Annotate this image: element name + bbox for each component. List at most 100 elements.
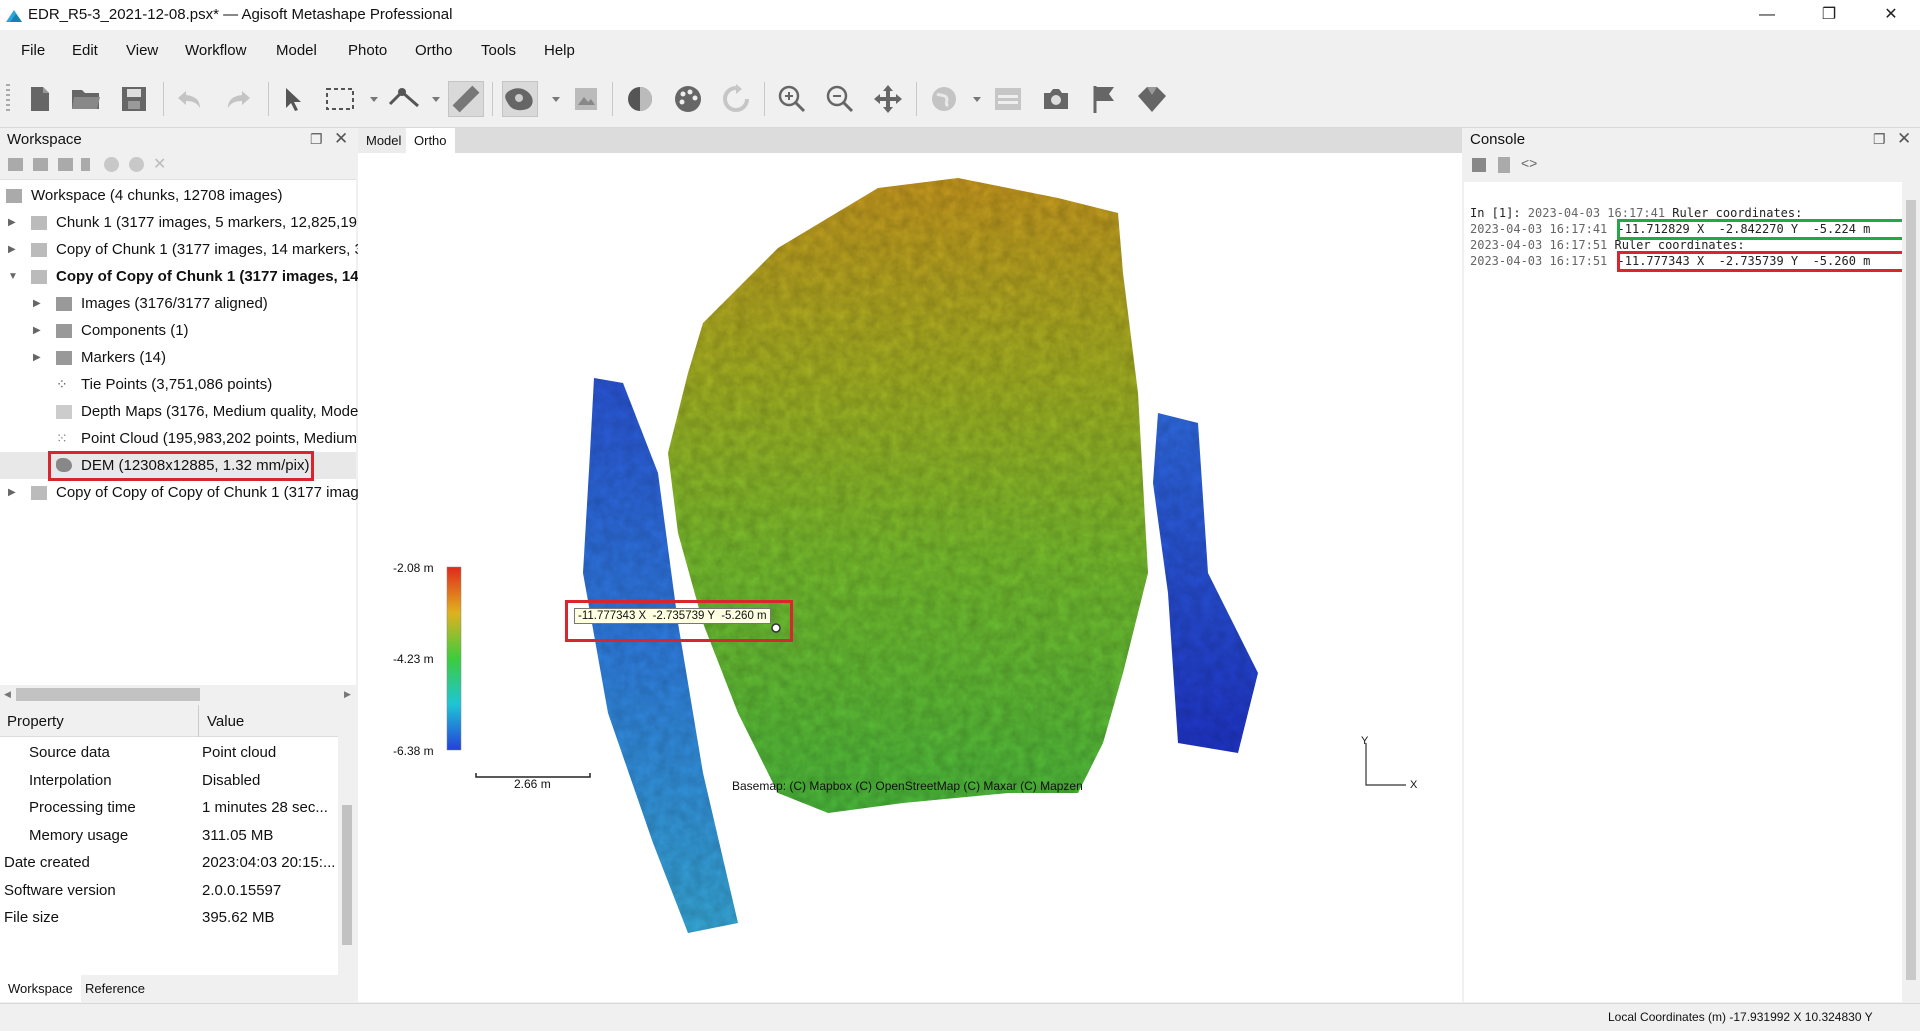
redo-icon[interactable] [220, 81, 256, 117]
menu-workflow[interactable]: Workflow [185, 42, 247, 59]
undo-icon[interactable] [172, 81, 208, 117]
enable-icon[interactable] [104, 157, 119, 172]
zoom-out-icon[interactable] [822, 81, 858, 117]
console-toolbar: <> [1464, 152, 1920, 182]
camera-icon[interactable] [1038, 81, 1074, 117]
display-settings-icon[interactable] [990, 81, 1026, 117]
console-output[interactable]: In [1]: 2023-04-03 16:17:41 Ruler coordi… [1470, 205, 1900, 269]
close-panel-icon[interactable]: ✕ [334, 129, 349, 148]
dem-visualization[interactable] [358, 153, 1462, 1002]
save-icon[interactable] [116, 81, 152, 117]
add-chunk-icon[interactable] [8, 158, 23, 171]
menu-ortho[interactable]: Ortho [415, 42, 453, 59]
menu-photo[interactable]: Photo [348, 42, 388, 59]
palette-icon[interactable] [670, 81, 706, 117]
tab-reference[interactable]: Reference [85, 981, 145, 996]
toolbar-separator [916, 82, 917, 116]
tree-item-dem[interactable]: DEM (12308x12885, 1.32 mm/pix) [0, 452, 356, 479]
chevron-right-icon[interactable]: ▶ [33, 352, 41, 363]
scrollbar-thumb[interactable] [342, 805, 352, 945]
float-panel-icon[interactable]: ❐ [310, 131, 323, 147]
trash-icon[interactable] [1498, 157, 1510, 173]
tree-label: Components (1) [81, 322, 189, 339]
tab-model[interactable]: Model [358, 128, 410, 153]
ruler-tool-icon[interactable] [386, 81, 422, 117]
chevron-right-icon[interactable]: ▶ [8, 244, 16, 255]
close-panel-icon[interactable]: ✕ [1897, 129, 1912, 148]
contrast-icon[interactable] [622, 81, 658, 117]
dem-shading-icon[interactable] [502, 81, 538, 117]
tab-ortho[interactable]: Ortho [406, 128, 455, 153]
pointer-icon[interactable] [274, 81, 310, 117]
ruler-icon[interactable] [448, 81, 484, 117]
menu-edit[interactable]: Edit [72, 42, 98, 59]
column-divider[interactable] [198, 705, 199, 737]
chevron-down-icon[interactable] [973, 97, 981, 102]
chunk-icon [31, 270, 47, 284]
chunk-icon [31, 243, 47, 257]
property-name: Processing time [29, 799, 136, 816]
point-cloud-icon: ⁙ [56, 430, 68, 446]
orthophoto-icon[interactable] [568, 81, 604, 117]
globe-icon[interactable] [926, 81, 962, 117]
save-icon[interactable] [1472, 158, 1486, 172]
move-icon[interactable] [870, 81, 906, 117]
console-title: Console [1470, 131, 1526, 148]
zoom-in-icon[interactable] [774, 81, 810, 117]
console-scrollbar[interactable] [1902, 182, 1920, 1002]
ruler-point[interactable] [771, 623, 781, 633]
workspace-tabs: Workspace Reference [0, 975, 356, 1002]
menu-help[interactable]: Help [544, 42, 575, 59]
property-row: Processing time 1 minutes 28 sec... [0, 794, 338, 822]
tab-workspace[interactable]: Workspace [0, 975, 81, 1002]
flag-icon[interactable] [58, 158, 73, 171]
refresh-icon[interactable] [718, 81, 754, 117]
float-panel-icon[interactable]: ❐ [1873, 131, 1886, 147]
open-folder-icon[interactable] [68, 81, 104, 117]
value-column-header[interactable]: Value [207, 713, 245, 730]
chevron-right-icon[interactable]: ▶ [8, 487, 16, 498]
property-name: Interpolation [29, 771, 112, 789]
flag-icon[interactable] [1086, 81, 1122, 117]
console-line: 2023-04-03 16:17:41 -11.712829 X -2.8422… [1470, 222, 1871, 236]
chevron-down-icon[interactable] [370, 97, 378, 102]
property-scrollbar[interactable] [338, 705, 356, 975]
property-row: Memory usage 311.05 MB [0, 822, 338, 850]
chevron-right-icon[interactable]: ▶ [33, 298, 41, 309]
tree-label: Copy of Copy of Chunk 1 (3177 images, 14 [56, 268, 359, 285]
new-document-icon[interactable] [22, 81, 58, 117]
chevron-down-icon[interactable] [432, 97, 440, 102]
chevron-right-icon[interactable]: ▶ [8, 217, 16, 228]
scrollbar-thumb[interactable] [1906, 200, 1916, 980]
chevron-down-icon[interactable]: ▼ [8, 271, 18, 282]
property-row: Date created 2023:04:03 20:15:... [0, 849, 338, 877]
scrollbar-thumb[interactable] [16, 688, 200, 701]
disable-icon[interactable] [129, 157, 144, 172]
scroll-left-icon[interactable]: ◀ [4, 689, 11, 699]
menu-file[interactable]: File [21, 42, 46, 59]
status-bar: Local Coordinates (m) -17.931992 X 10.32… [0, 1003, 1920, 1031]
property-row: Interpolation Disabled [0, 767, 338, 795]
maximize-button[interactable]: ❐ [1821, 6, 1837, 23]
title-bar: EDR_R5-3_2021-12-08.psx* — Agisoft Metas… [0, 0, 1920, 30]
ortho-view[interactable]: -2.08 m -4.23 m -6.38 m 2.66 m Basemap: … [358, 153, 1462, 1002]
rectangle-selection-icon[interactable] [322, 81, 358, 117]
workspace-header: Workspace ❐ ✕ [0, 128, 356, 152]
close-button[interactable]: ✕ [1884, 6, 1898, 23]
menu-view[interactable]: View [126, 42, 159, 59]
add-photos-icon[interactable] [33, 158, 48, 171]
remove-icon[interactable]: ✕ [153, 156, 167, 173]
menu-model[interactable]: Model [276, 42, 317, 59]
menu-tools[interactable]: Tools [481, 42, 517, 59]
horizontal-scrollbar[interactable]: ◀ ▶ [0, 685, 356, 704]
toolbar-grip[interactable] [6, 84, 10, 114]
property-name: File size [4, 909, 60, 926]
scroll-right-icon[interactable]: ▶ [344, 689, 351, 699]
minimize-button[interactable]: — [1759, 6, 1775, 23]
marker-tool-icon[interactable] [81, 158, 90, 171]
property-column-header[interactable]: Property [7, 713, 64, 730]
chevron-right-icon[interactable]: ▶ [33, 325, 41, 336]
code-icon[interactable]: <> [1521, 155, 1538, 171]
marker-icon[interactable] [1134, 81, 1170, 117]
chevron-down-icon[interactable] [552, 97, 560, 102]
